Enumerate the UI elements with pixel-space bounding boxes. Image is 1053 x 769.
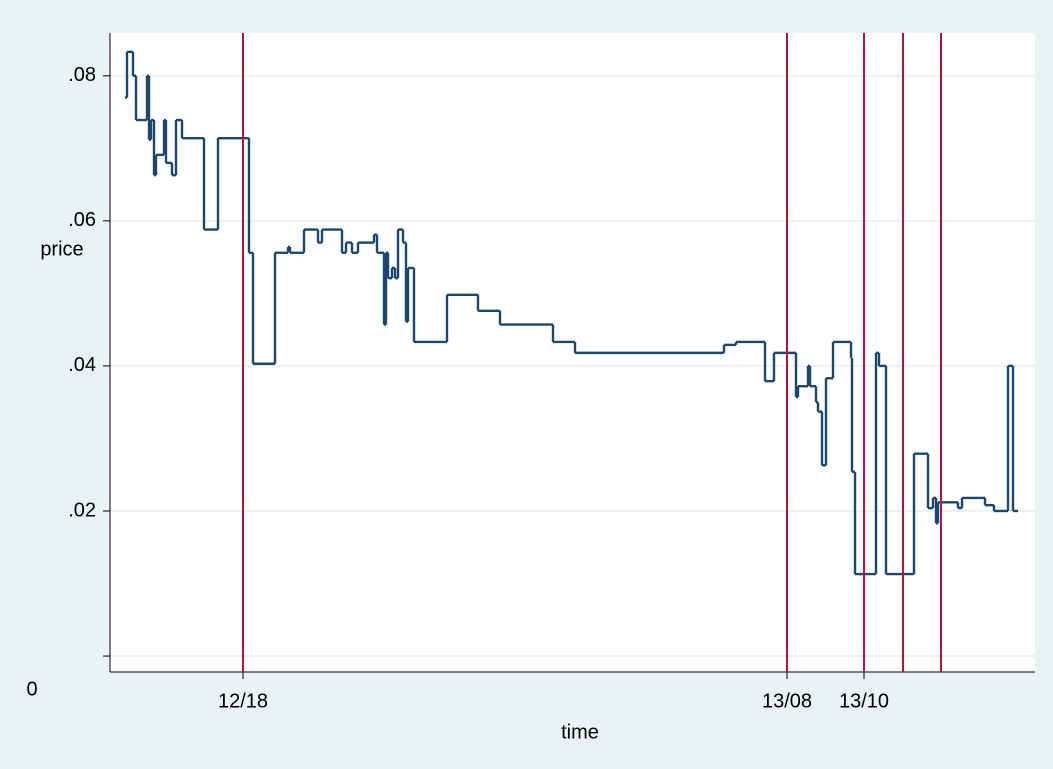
plot-area	[110, 33, 1035, 672]
y-axis-title: price	[40, 238, 83, 260]
x-tick-label: 13/08	[762, 690, 812, 712]
y-tick-label: .08	[68, 64, 96, 86]
x-tick-label: 13/10	[839, 690, 889, 712]
y-tick-label: .04	[68, 354, 96, 376]
x-axis-title: time	[561, 721, 599, 743]
x-tick-label: 12/18	[218, 690, 268, 712]
y-tick-label: .02	[68, 499, 96, 521]
y-tick-label: .06	[68, 209, 96, 231]
y-tick-label: 0	[26, 678, 37, 700]
